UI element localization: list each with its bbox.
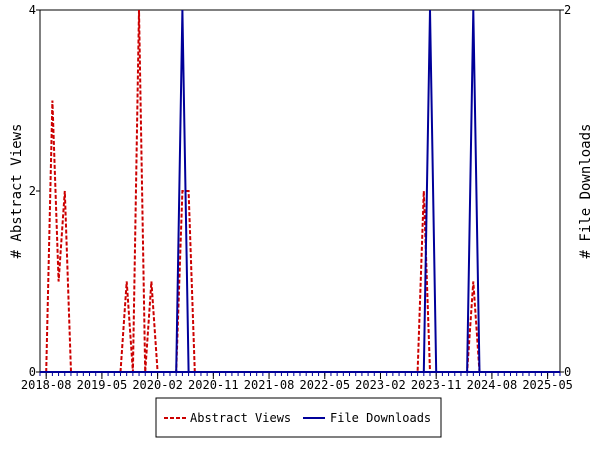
series-layer <box>40 9 560 373</box>
x-tick-label: 2022-05 <box>299 378 350 392</box>
legend-box <box>155 397 442 438</box>
y-left-axis-title: # Abstract Views <box>9 124 25 259</box>
legend-label-abstract-views: Abstract Views <box>190 411 291 425</box>
x-tick-label: 2023-11 <box>411 378 462 392</box>
x-tick-label: 2020-11 <box>188 378 239 392</box>
x-tick-label: 2024-08 <box>467 378 518 392</box>
y-right-tick-label: 2 <box>564 3 571 17</box>
series-line-file-downloads <box>175 9 481 373</box>
y-right-tick-label: 0 <box>564 365 571 379</box>
x-tick-label: 2025-05 <box>522 378 573 392</box>
plot-frame <box>39 9 561 373</box>
x-tick-label: 2023-02 <box>355 378 406 392</box>
axes <box>36 9 564 379</box>
y-left-tick-label: 4 <box>29 3 36 17</box>
y-right-axis-title: # File Downloads <box>578 124 594 259</box>
legend: Abstract Views File Downloads <box>155 397 442 438</box>
labels-layer: 2018-08 2019-05 2020-02 2020-11 2021-08 2022-… <box>9 3 594 392</box>
x-tick-label: 2021-08 <box>244 378 295 392</box>
x-tick-label: 2020-02 <box>132 378 183 392</box>
series-line-abstract-views <box>45 9 481 373</box>
x-tick-label: 2019-05 <box>77 378 128 392</box>
y-left-tick-label: 2 <box>29 184 36 198</box>
x-tick-label: 2018-08 <box>21 378 72 392</box>
y-left-tick-label: 0 <box>29 365 36 379</box>
legend-label-file-downloads: File Downloads <box>330 411 431 425</box>
